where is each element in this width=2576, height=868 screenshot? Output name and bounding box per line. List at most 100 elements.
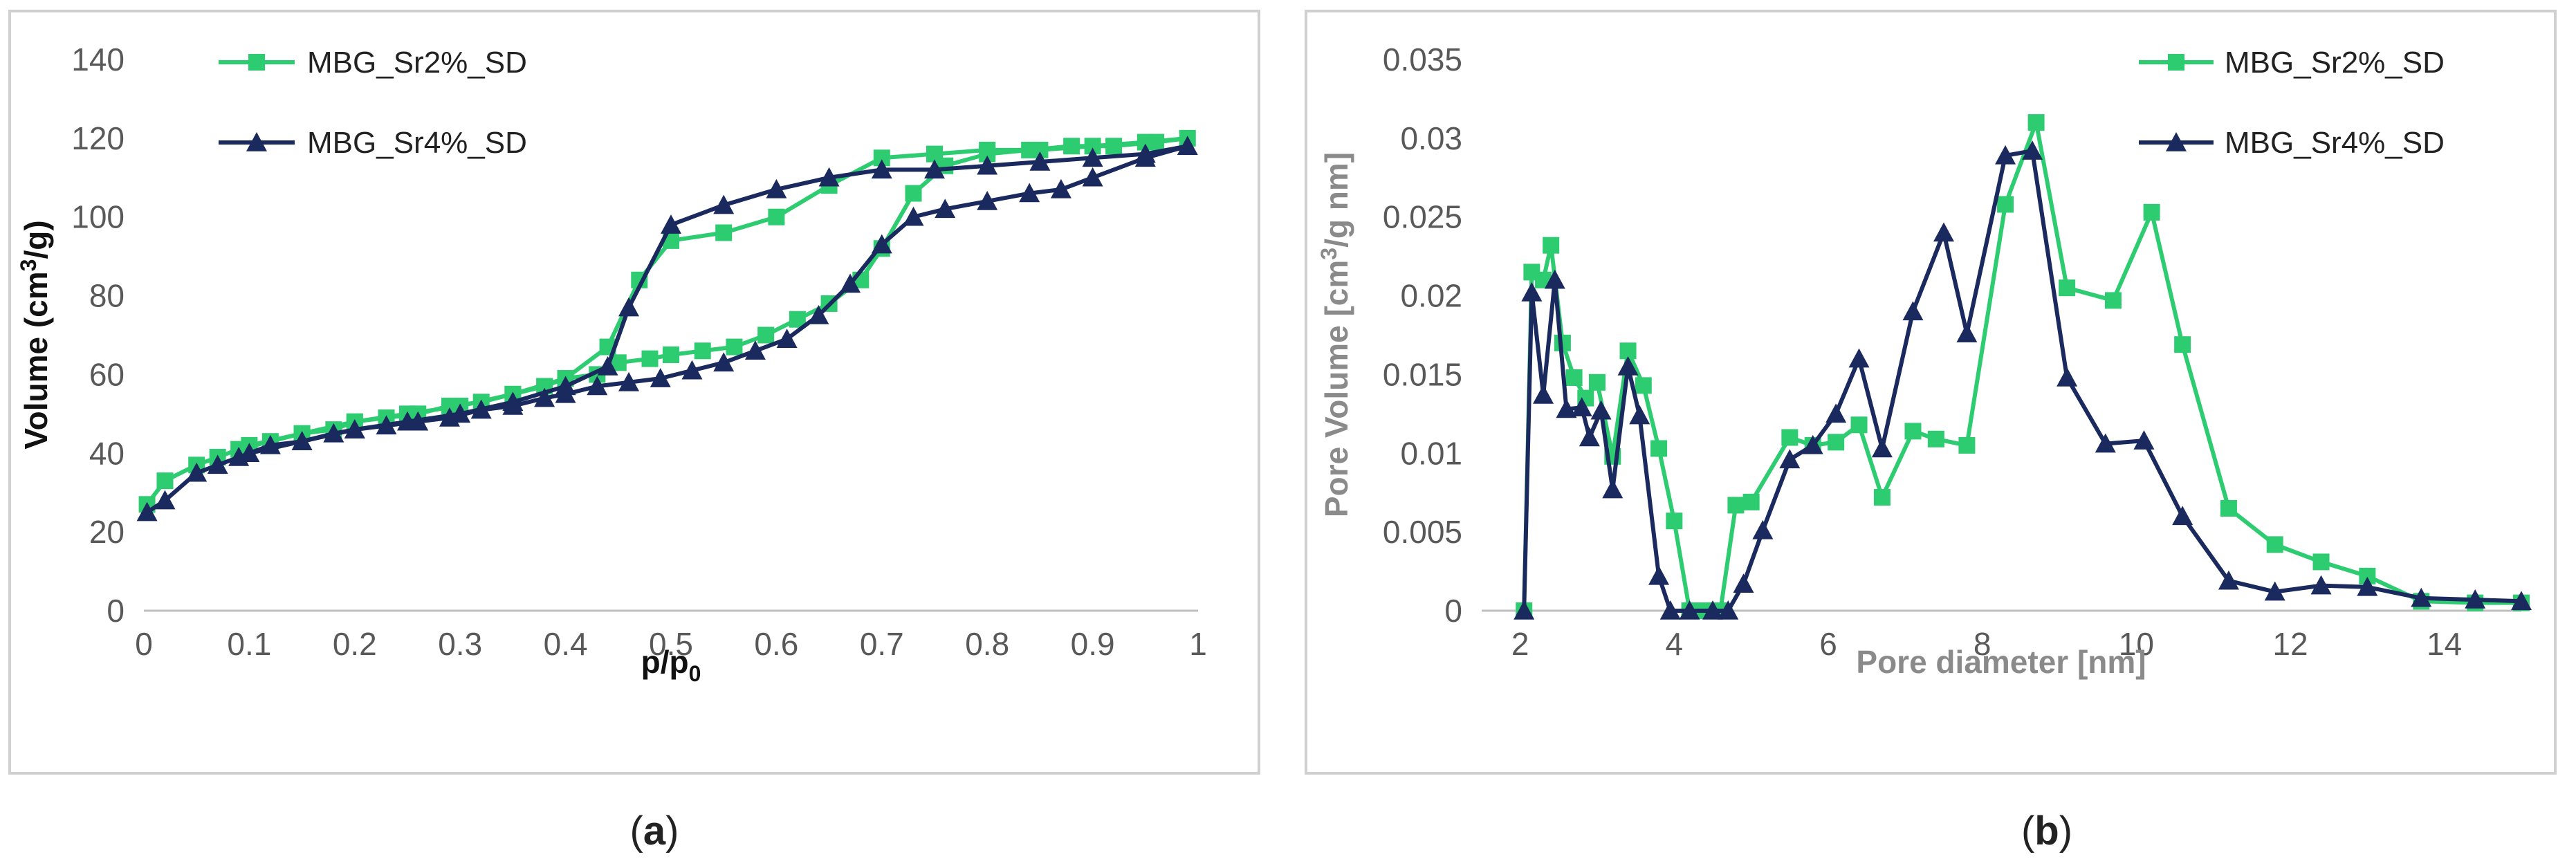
chart-b-series-1-point	[1742, 493, 1760, 510]
chart-a-series-2-point	[470, 399, 492, 419]
chart-a-x-axis-title: p/p0	[641, 644, 701, 686]
chart-a-xtick-label: 0.2	[333, 626, 377, 662]
chart-b-series-1-point	[1904, 423, 1922, 440]
chart-b-legend-label-1: MBG_Sr2%_SD	[2225, 46, 2445, 80]
chart-a-series-2-point	[924, 159, 945, 179]
chart-a-ytick-label: 40	[89, 435, 125, 471]
chart-a-x-axis-title-main: p/p	[641, 644, 689, 680]
chart-b-series-2-point	[1514, 600, 1535, 620]
chart-a-series-1-point	[663, 346, 679, 363]
chart-b-series-2-point	[1933, 222, 1954, 242]
chart-b-series-2-point	[1718, 600, 1739, 620]
chart-a-series-1-point	[1105, 138, 1123, 155]
chart-a-xtick-label: 0.7	[860, 626, 904, 662]
chart-a-series-2-point	[818, 167, 840, 187]
chart-b-series-2-point	[1544, 269, 1565, 289]
chart-b-series-2-point	[1825, 403, 1847, 423]
chart-b-series-2-point	[2057, 367, 2078, 387]
chart-b-legend-label-2: MBG_Sr4%_SD	[2225, 126, 2445, 160]
chart-b-series-1-point	[1781, 429, 1798, 446]
chart-b-series-1-point	[1635, 377, 1652, 394]
chart-b-y-axis-title-sup: 3	[1316, 248, 1341, 260]
chart-b-series-1-point	[2104, 292, 2122, 309]
chart-b-series-2-point	[1752, 519, 1774, 539]
chart-b-legend-marker-1	[2168, 54, 2184, 71]
chart-a-series-1-point	[694, 342, 711, 360]
chart-b-series-1-point	[2143, 203, 2160, 221]
chart-b-series-2-point	[2411, 587, 2432, 607]
chart-a-series-2-point	[597, 356, 618, 376]
chart-b-series-2-point	[1779, 449, 1801, 469]
chart-a-y-axis-title-sup: 3	[16, 259, 41, 272]
chart-a-series-2-point	[618, 297, 640, 317]
chart-b-series-2-point	[1629, 405, 1650, 425]
chart-a-series-2-point	[259, 434, 281, 454]
chart-a-xtick-label: 0.5	[649, 626, 693, 662]
chart-b-series-2-point	[1579, 427, 1600, 447]
chart-a-legend-marker-1	[248, 54, 265, 71]
caption-a-close: )	[665, 809, 679, 853]
chart-a-series-2-point	[681, 360, 703, 380]
chart-a-xtick-label: 0.1	[227, 626, 271, 662]
chart-a-series-2-point	[713, 352, 735, 372]
chart-a-series-2-point	[136, 501, 158, 521]
chart-b-series-2-point	[2465, 589, 2486, 609]
chart-b-series-2-point	[2357, 576, 2378, 596]
chart-a-series-1-point	[726, 338, 743, 355]
chart-b-series-2-point	[2218, 570, 2239, 590]
chart-a-series-2-point	[977, 190, 998, 210]
chart-b-ytick-label: 0.005	[1383, 514, 1462, 550]
chart-a-series-2-point	[1082, 147, 1103, 167]
chart-b-ytick-label: 0.025	[1383, 199, 1462, 235]
chart-a-series-2-point	[450, 403, 471, 423]
chart-b-xtick-label: 14	[2427, 626, 2462, 662]
caption-b-letter: b	[2034, 809, 2059, 853]
chart-b-ytick-label: 0.02	[1400, 278, 1462, 314]
chart-b-series-2-point	[1956, 323, 1978, 342]
chart-a-series-1-point	[156, 472, 174, 490]
chart-b-series-2-point	[1733, 573, 1754, 593]
chart-a-series-2-point	[555, 376, 576, 396]
caption-a-open: (	[629, 809, 643, 853]
chart-a-series-1-point	[715, 224, 733, 241]
chart-b-series-2-point	[1659, 600, 1681, 620]
chart-a-xtick-label: 0.9	[1071, 626, 1115, 662]
chart-b-xtick-label: 4	[1666, 626, 1684, 662]
panel-b: 0 0.005 0.01 0.015 0.02 0.025 0.03 0.035 2 4 6 8 10 1…	[1305, 10, 2557, 775]
chart-a-ytick-label: 120	[71, 120, 125, 156]
chart-a-series-2-point	[154, 490, 176, 510]
chart-b-series-1-point	[1927, 430, 1944, 447]
chart-b-series-2-point	[1702, 600, 1723, 620]
chart-a-y-axis-title-post: /g)	[18, 220, 54, 259]
chart-a-ytick-label: 140	[71, 41, 125, 77]
chart-a-legend-marker-2	[246, 132, 267, 151]
chart-a-series-2-point	[650, 368, 671, 387]
chart-b-series-2-point	[1648, 565, 1670, 585]
chart-b-y-axis-title-pre: Pore Volume [cm	[1318, 260, 1354, 517]
chart-b-x-axis-title: Pore diameter [nm]	[1856, 644, 2146, 680]
chart-b-series-2-point	[2310, 575, 2332, 595]
chart-b-series-2-point	[1533, 385, 1554, 404]
chart-a-series-2-point	[744, 340, 766, 360]
chart-b-series-line-1	[1522, 120, 2521, 613]
chart-a-series-1-point	[768, 208, 785, 225]
chart-a-series-2-point	[903, 206, 924, 226]
caption-b-open: (	[2021, 809, 2035, 853]
chart-b-series-2-point	[1871, 438, 1893, 458]
chart-b-series-1-point	[1873, 489, 1890, 506]
chart-b-series-1-point	[1565, 369, 1583, 386]
chart-b-series-1-point	[1666, 513, 1683, 530]
chart-b-series-2-point	[2172, 506, 2193, 526]
chart-a-series-2-point	[776, 329, 798, 348]
chart-b-series-2-point	[1521, 282, 1543, 302]
chart-a-xtick-label: 1	[1189, 626, 1207, 662]
chart-a-ytick-label: 60	[89, 356, 125, 392]
chart-b-series-2-point	[2511, 591, 2532, 611]
chart-a-series-2-point	[935, 198, 956, 219]
chart-a-ytick-label: 80	[89, 278, 125, 314]
chart-b-series-2-point	[1571, 397, 1592, 416]
caption-a-letter: a	[643, 809, 666, 853]
chart-a-ytick-label: 100	[71, 199, 125, 235]
chart-a-series-2-point	[766, 178, 787, 198]
chart-b-series-2-point	[1995, 145, 2016, 165]
